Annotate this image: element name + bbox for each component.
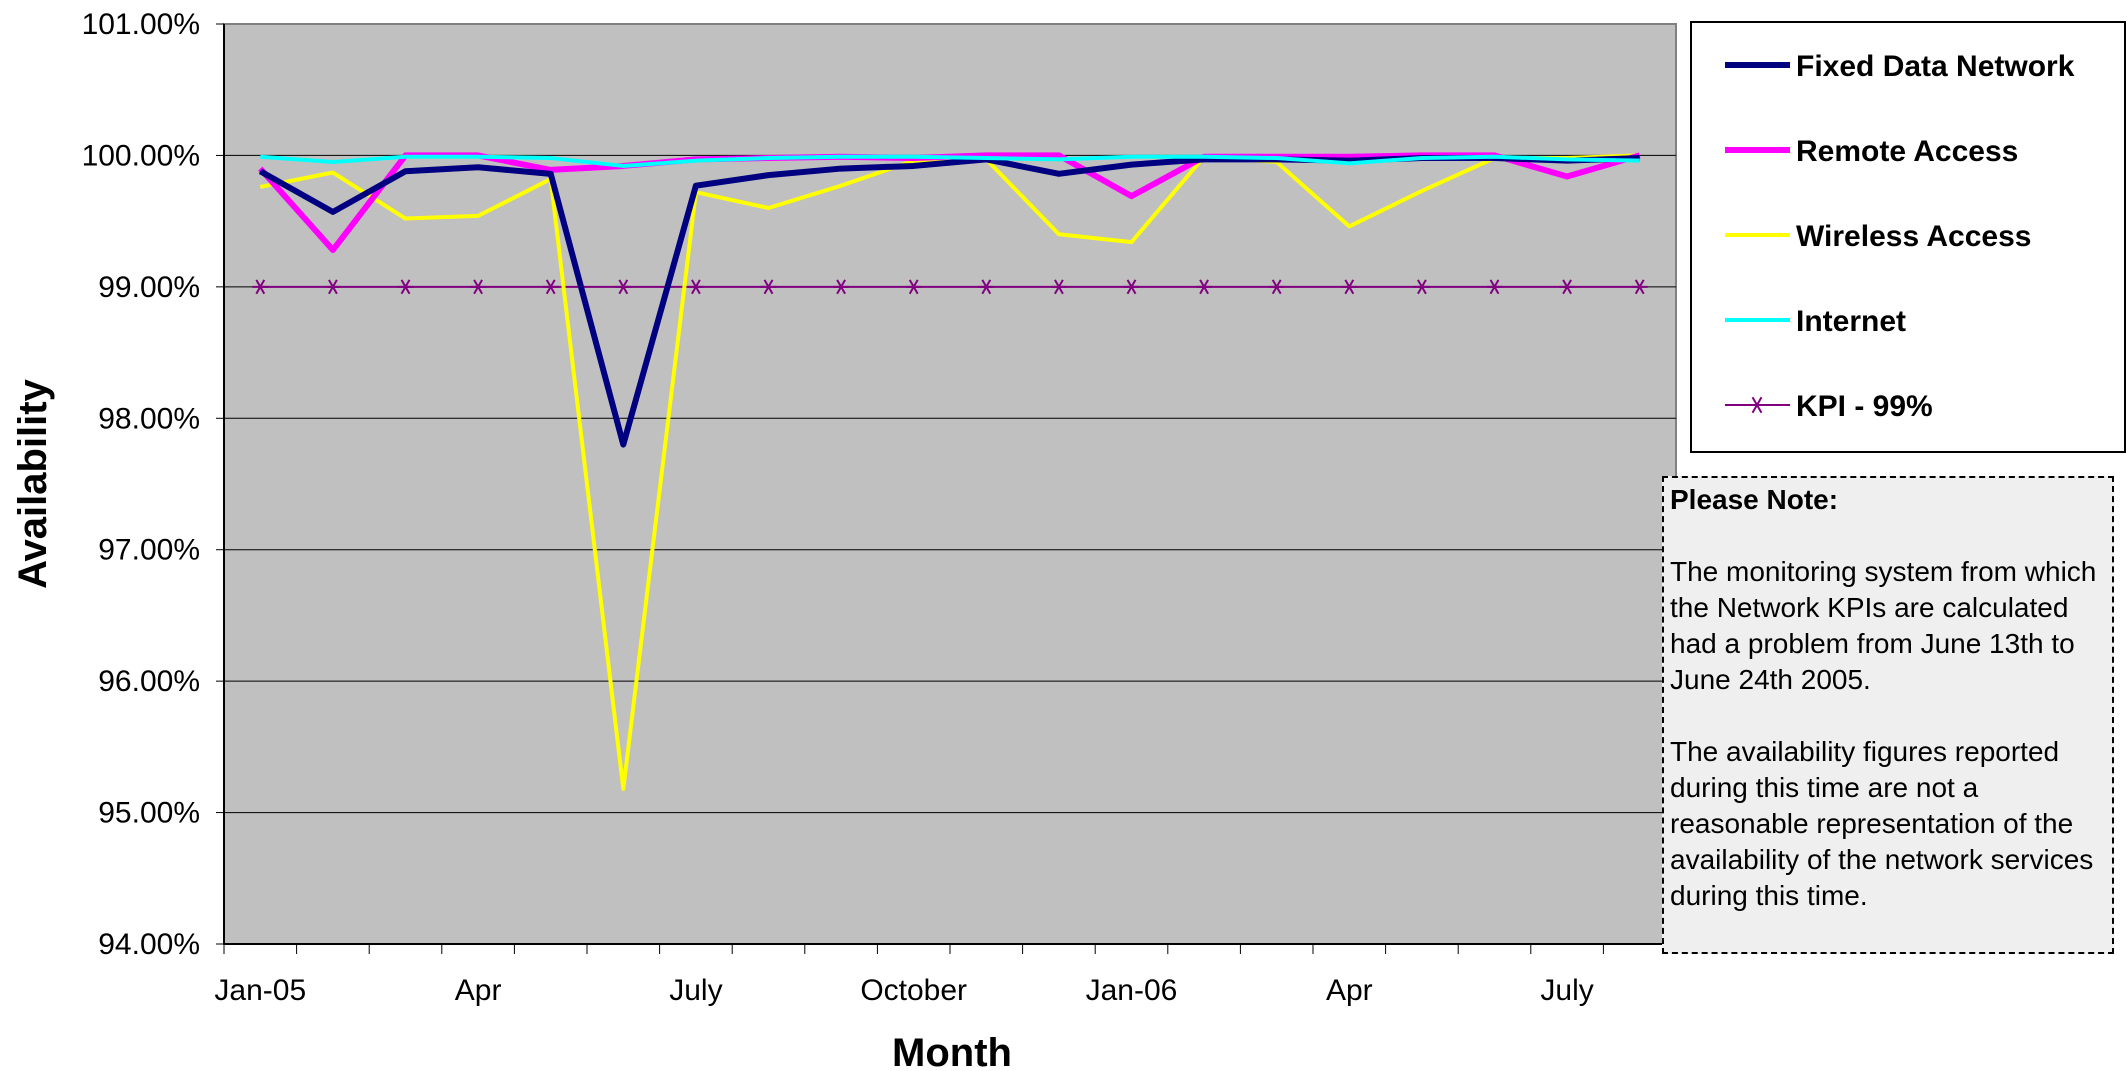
- y-axis: 94.00% 95.00% 96.00% 97.00% 98.00% 99.00% 100.…: [82, 8, 225, 961]
- kpi-star-marker: [615, 279, 632, 295]
- note-title: Please Note:: [1670, 484, 1839, 515]
- x-tick-label: July: [1540, 974, 1593, 1007]
- x-tick-label: July: [669, 974, 722, 1007]
- x-tick-label: October: [860, 974, 967, 1007]
- y-tick-label: 96.00%: [98, 665, 200, 698]
- kpi-star-marker: [760, 279, 777, 295]
- kpi-star-marker: [1486, 279, 1503, 295]
- x-axis-title: Month: [892, 1031, 1012, 1071]
- plot-area: [223, 23, 1677, 945]
- y-tick-label: 94.00%: [98, 928, 200, 961]
- legend-entry: Remote Access: [1725, 135, 2018, 168]
- kpi-star-marker: [324, 279, 341, 295]
- kpi-star-marker: [542, 279, 559, 295]
- kpi-star-marker: [833, 279, 850, 295]
- kpi-star-marker: [687, 279, 704, 295]
- y-tick-label: 101.00%: [82, 8, 200, 41]
- series-line-internet: [260, 154, 1640, 168]
- legend-label: Fixed Data Network: [1796, 50, 2075, 83]
- series-lines: [258, 152, 1641, 791]
- legend-label: KPI - 99%: [1796, 390, 1933, 423]
- kpi-star-marker: [1631, 279, 1648, 295]
- x-tick-label: Jan-06: [1086, 974, 1178, 1007]
- kpi-star-marker: [470, 279, 487, 295]
- kpi-star-marker: [1413, 279, 1430, 295]
- legend-label: Remote Access: [1796, 135, 2018, 168]
- legend-entry: KPI - 99%: [1725, 390, 1933, 423]
- x-tick-label: Apr: [455, 974, 502, 1007]
- kpi-star-marker: [397, 279, 414, 295]
- x-axis: Jan-05 Apr July October Jan-06 Apr July: [214, 943, 1677, 1007]
- y-axis-title: Availability: [11, 378, 55, 588]
- x-tick-label: Jan-05: [214, 974, 306, 1007]
- note-box: Please Note: The monitoring system from …: [1662, 476, 2114, 954]
- y-tick-label: 95.00%: [98, 797, 200, 830]
- kpi-star-marker: [1196, 279, 1213, 295]
- note-paragraph-1: The monitoring system from which the Net…: [1670, 556, 2097, 695]
- legend: Fixed Data Network Remote Access Wireless …: [1690, 21, 2126, 453]
- legend-entry: Internet: [1725, 305, 1906, 338]
- y-tick-label: 97.00%: [98, 534, 200, 567]
- legend-box: [1690, 21, 2126, 453]
- kpi-star-marker: [1050, 279, 1067, 295]
- note-paragraph-2: The availability figures reported during…: [1670, 736, 2094, 911]
- y-tick-label: 99.00%: [98, 271, 200, 304]
- y-tick-label: 98.00%: [98, 402, 200, 435]
- legend-entry: Fixed Data Network: [1725, 50, 2075, 83]
- kpi-markers: [252, 279, 1648, 295]
- kpi-star-marker: [1268, 279, 1285, 295]
- kpi-star-marker: [905, 279, 922, 295]
- kpi-star-marker: [252, 279, 269, 295]
- kpi-star-marker: [1559, 279, 1576, 295]
- legend-label: Internet: [1796, 305, 1906, 338]
- y-tick-label: 100.00%: [82, 139, 200, 172]
- kpi-star-marker: [1123, 279, 1140, 295]
- legend-entry: Wireless Access: [1725, 220, 2031, 253]
- kpi-star-marker: [1341, 279, 1358, 295]
- legend-label: Wireless Access: [1796, 220, 2031, 253]
- kpi-star-marker: [978, 279, 995, 295]
- x-tick-label: Apr: [1326, 974, 1373, 1007]
- kpi-star-marker: [1748, 396, 1766, 414]
